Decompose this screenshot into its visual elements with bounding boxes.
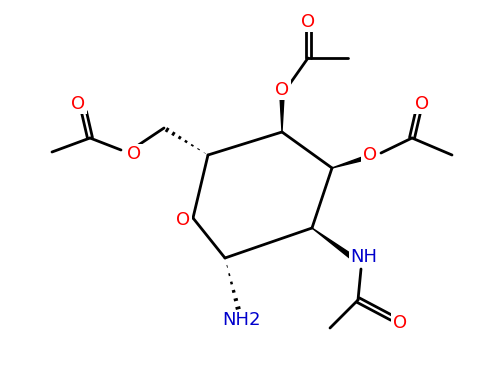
Polygon shape: [279, 88, 285, 132]
Text: NH2: NH2: [222, 311, 260, 329]
Polygon shape: [332, 153, 376, 168]
Text: O: O: [176, 211, 190, 229]
Text: O: O: [127, 145, 141, 163]
Text: O: O: [363, 146, 377, 164]
Text: NH: NH: [350, 248, 377, 266]
Text: O: O: [71, 95, 85, 113]
Text: O: O: [415, 95, 429, 113]
Text: O: O: [393, 314, 407, 332]
Polygon shape: [312, 228, 358, 262]
Text: O: O: [301, 13, 315, 31]
Text: O: O: [275, 81, 289, 99]
